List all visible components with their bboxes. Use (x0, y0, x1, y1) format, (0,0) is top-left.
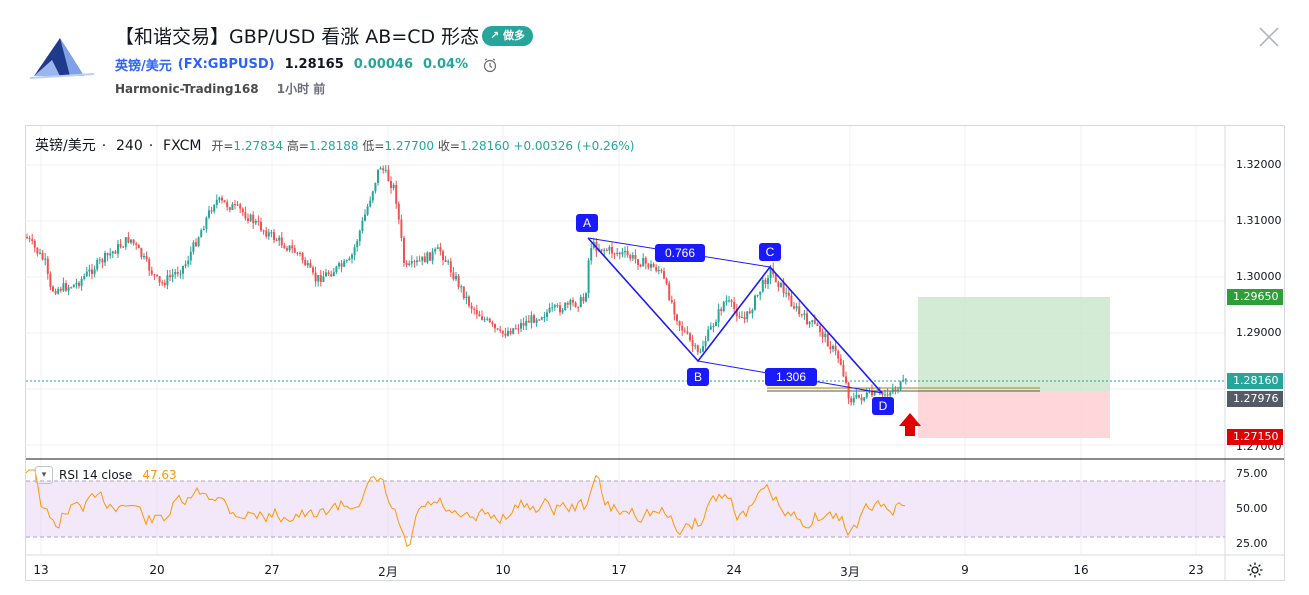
current-price-tag: 1.28160 (1227, 373, 1283, 389)
legend-low: 1.27700 (384, 139, 435, 153)
collapse-chevron-icon[interactable]: ▾ (35, 466, 53, 484)
gear-icon[interactable] (1246, 561, 1264, 579)
price-tick: 1.32000 (1236, 158, 1282, 171)
legend-source: FXCM (163, 138, 202, 154)
author-link[interactable]: Harmonic-Trading168 (115, 82, 259, 96)
time-tick: 10 (495, 563, 511, 577)
legend-change: +0.00326 (+0.26%) (513, 139, 635, 153)
candlestick-series (26, 165, 907, 406)
legend-interval: 240 (116, 138, 143, 154)
time-tick: 13 (33, 563, 49, 577)
price-change: 0.00046 (353, 57, 413, 72)
svg-text:C: C (766, 245, 775, 259)
svg-text:0.766: 0.766 (665, 246, 695, 260)
time-tick: 23 (1188, 563, 1204, 577)
symbol-code-link[interactable]: (FX:GBPUSD) (177, 57, 275, 72)
time-tick: 24 (726, 563, 742, 577)
price-tick: 1.31000 (1236, 214, 1282, 227)
idea-title: 【和谐交易】GBP/USD 看涨 AB=CD 形态 (115, 26, 480, 48)
entry-price-tag: 1.27976 (1227, 391, 1283, 407)
replay-clock-icon[interactable] (482, 57, 498, 73)
time-tick: 16 (1073, 563, 1089, 577)
last-price: 1.28165 (284, 57, 344, 72)
stop-price-tag: 1.27150 (1227, 429, 1283, 445)
publish-time: 1小时 前 (276, 82, 326, 96)
ratio-label-ac: 0.766 (655, 244, 705, 262)
price-tick: 1.30000 (1236, 270, 1282, 283)
ohlc-legend: 英镑/美元 · 240 · FXCM 开=1.27834 高=1.28188 低=1… (35, 138, 635, 154)
time-tick: 27 (264, 563, 280, 577)
point-label-c: C (759, 243, 781, 261)
rsi-tick: 75.00 (1236, 467, 1268, 480)
rsi-line (25, 469, 906, 548)
harmonic-logo-icon (30, 38, 94, 79)
symbol-row: 英镑/美元 (FX:GBPUSD) 1.28165 0.00046 0.04% (115, 55, 498, 74)
rsi-value: 47.63 (142, 468, 177, 482)
svg-text:A: A (583, 216, 591, 230)
price-change-pct: 0.04% (423, 57, 469, 72)
rsi-tick: 25.00 (1236, 537, 1268, 550)
chart-container[interactable] (25, 125, 1285, 581)
symbol-name-link[interactable]: 英镑/美元 (115, 59, 172, 74)
time-tick: 17 (611, 563, 627, 577)
rsi-label: RSI 14 close (59, 468, 133, 482)
rsi-legend: ▾ RSI 14 close 47.63 (35, 466, 177, 484)
time-tick: 20 (149, 563, 165, 577)
ratio-label-bd: 1.306 (765, 368, 817, 386)
time-tick: 3月 (840, 565, 860, 579)
point-label-a: A (576, 214, 598, 232)
time-tick: 9 (961, 563, 969, 577)
legend-symbol: 英镑/美元 (35, 138, 96, 154)
svg-text:D: D (879, 399, 888, 413)
abcd-pattern (587, 237, 883, 394)
price-tick: 1.29000 (1236, 326, 1282, 339)
time-tick: 2月 (378, 565, 398, 579)
stop-zone (918, 391, 1110, 438)
target-price-tag: 1.29650 (1227, 289, 1283, 305)
buy-arrow-icon (899, 413, 921, 436)
point-label-d: D (872, 397, 894, 415)
legend-high: 1.28188 (308, 139, 359, 153)
rsi-band (26, 481, 1225, 537)
rsi-tick: 50.00 (1236, 502, 1268, 515)
long-badge: ↗ 做多 (482, 26, 534, 46)
close-icon[interactable] (1256, 24, 1282, 50)
point-label-b: B (687, 368, 709, 386)
svg-text:1.306: 1.306 (776, 370, 806, 384)
target-zone (918, 297, 1110, 391)
legend-close: 1.28160 (459, 139, 510, 153)
author-row: Harmonic-Trading168 1小时 前 (115, 80, 325, 97)
svg-text:B: B (694, 370, 702, 384)
legend-open: 1.27834 (233, 139, 284, 153)
